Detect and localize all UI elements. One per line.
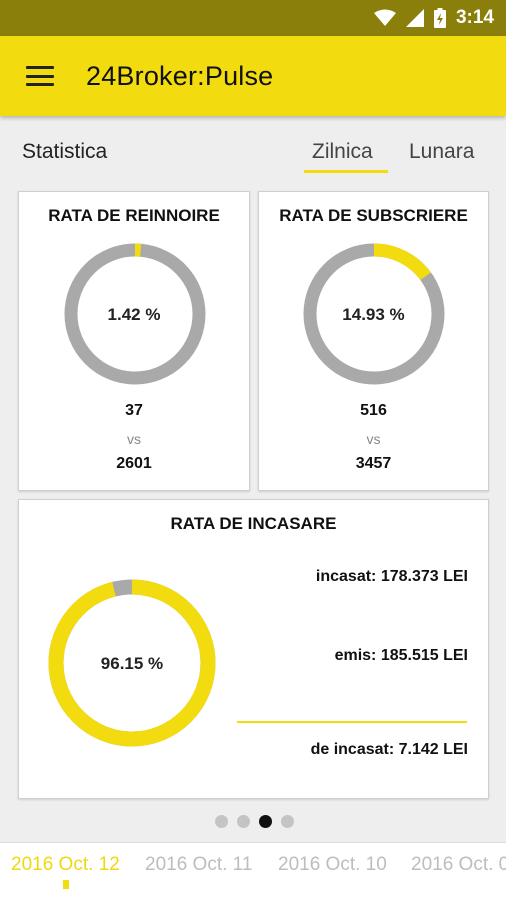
total-count: 3457	[355, 455, 392, 472]
wifi-icon	[373, 9, 396, 26]
menu-icon[interactable]	[26, 66, 54, 86]
date-item[interactable]: 2016 Oct. 09	[411, 854, 506, 875]
card-title: RATA DE SUBSCRIERE	[279, 206, 468, 225]
donut-chart-reinnoire	[64, 243, 206, 385]
incasat-amount: incasat: 178.373 LEI	[315, 568, 468, 585]
date-selected-marker	[63, 880, 69, 889]
section-label: Statistica	[22, 140, 108, 163]
donut-chart-incasare	[48, 579, 216, 747]
vs-label: vs	[127, 431, 141, 447]
de-incasat-amount: de incasat: 7.142 LEI	[310, 741, 468, 758]
status-time: 3:14	[455, 7, 494, 28]
value-count: 37	[125, 402, 143, 419]
battery-icon	[433, 8, 446, 28]
signal-icon	[405, 9, 424, 27]
donut-progress	[48, 579, 216, 747]
card-title: RATA DE REINNOIRE	[48, 206, 220, 225]
page-dot[interactable]	[280, 815, 294, 828]
amount-divider	[237, 721, 467, 723]
card-title: RATA DE INCASARE	[170, 514, 337, 533]
card-rata-reinnoire[interactable]: RATA DE REINNOIRE 1.42 % 37 vs 2601	[18, 191, 250, 491]
tab-lunara[interactable]: Lunara	[409, 140, 475, 163]
donut-progress	[303, 243, 445, 385]
percent-label: 96.15 %	[100, 654, 164, 673]
total-count: 2601	[116, 455, 152, 472]
card-rata-subscriere[interactable]: RATA DE SUBSCRIERE 14.93 % 516 vs 3457	[258, 191, 489, 491]
emis-amount: emis: 185.515 LEI	[334, 647, 468, 664]
app-bar: 24Broker:Pulse	[0, 36, 506, 116]
value-count: 516	[360, 402, 387, 419]
donut-chart-subscriere	[303, 243, 445, 385]
page-indicator	[0, 815, 506, 828]
percent-label: 14.93 %	[342, 305, 405, 324]
page-dot[interactable]	[214, 815, 228, 828]
page-dot-active[interactable]	[258, 815, 272, 828]
date-item[interactable]: 2016 Oct. 11	[145, 854, 253, 875]
card-rata-incasare[interactable]: RATA DE INCASARE 96.15 % incasat: 178.37…	[18, 499, 489, 799]
page-dot[interactable]	[236, 815, 250, 828]
donut-progress	[64, 243, 206, 385]
vs-label: vs	[366, 431, 381, 447]
status-bar: 3:14	[0, 0, 506, 36]
date-item[interactable]: 2016 Oct. 10	[278, 854, 387, 875]
tab-selected-indicator	[304, 170, 388, 173]
app-title: 24Broker:Pulse	[86, 60, 274, 91]
tab-zilnica[interactable]: Zilnica	[312, 140, 373, 163]
date-selector: 2016 Oct. 12 2016 Oct. 11 2016 Oct. 10 2…	[0, 842, 506, 900]
date-item-selected[interactable]: 2016 Oct. 12	[11, 854, 120, 875]
statistics-header: Statistica Zilnica Lunara	[0, 126, 506, 178]
percent-label: 1.42 %	[107, 305, 161, 324]
